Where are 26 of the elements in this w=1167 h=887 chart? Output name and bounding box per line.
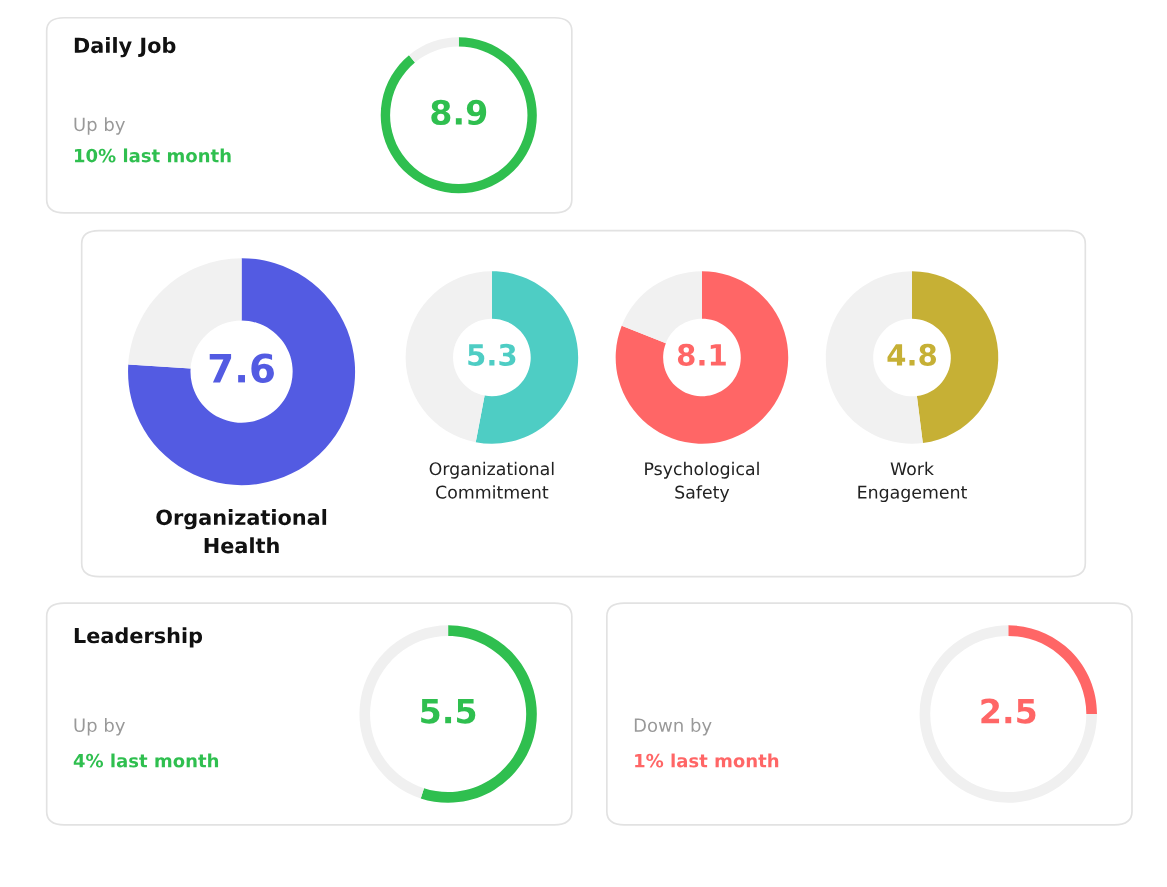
donut-slice — [420, 625, 537, 803]
donut-slice — [128, 258, 356, 486]
donut-slice — [409, 37, 459, 63]
text: 10% last month — [74, 148, 231, 163]
text: Organizational Health — [156, 509, 327, 554]
data-label: 5.5 — [421, 698, 476, 724]
text: Leadership — [74, 627, 203, 648]
text: 1% last month — [635, 753, 779, 768]
data-label: 8.9 — [431, 99, 487, 125]
text: 4% last month — [73, 753, 219, 768]
text: Work Engagement — [858, 461, 967, 503]
text: Up by — [74, 117, 125, 135]
text: Organizational Commitment — [429, 461, 554, 499]
donut-slice — [615, 271, 789, 444]
data-label: 2.5 — [981, 698, 1036, 724]
text: Down by — [634, 718, 712, 736]
data-label: 4.8 — [887, 343, 937, 366]
data-label: 8.1 — [677, 343, 726, 366]
text: Up by — [74, 718, 125, 736]
data-label: 5.3 — [468, 343, 516, 366]
text: Psychological Safety — [645, 461, 759, 503]
donut-slice — [621, 271, 702, 344]
donut-slice — [380, 37, 537, 194]
text: Daily Job — [74, 37, 176, 58]
donut-slice — [919, 625, 1097, 803]
data-label: 7.6 — [209, 353, 274, 383]
